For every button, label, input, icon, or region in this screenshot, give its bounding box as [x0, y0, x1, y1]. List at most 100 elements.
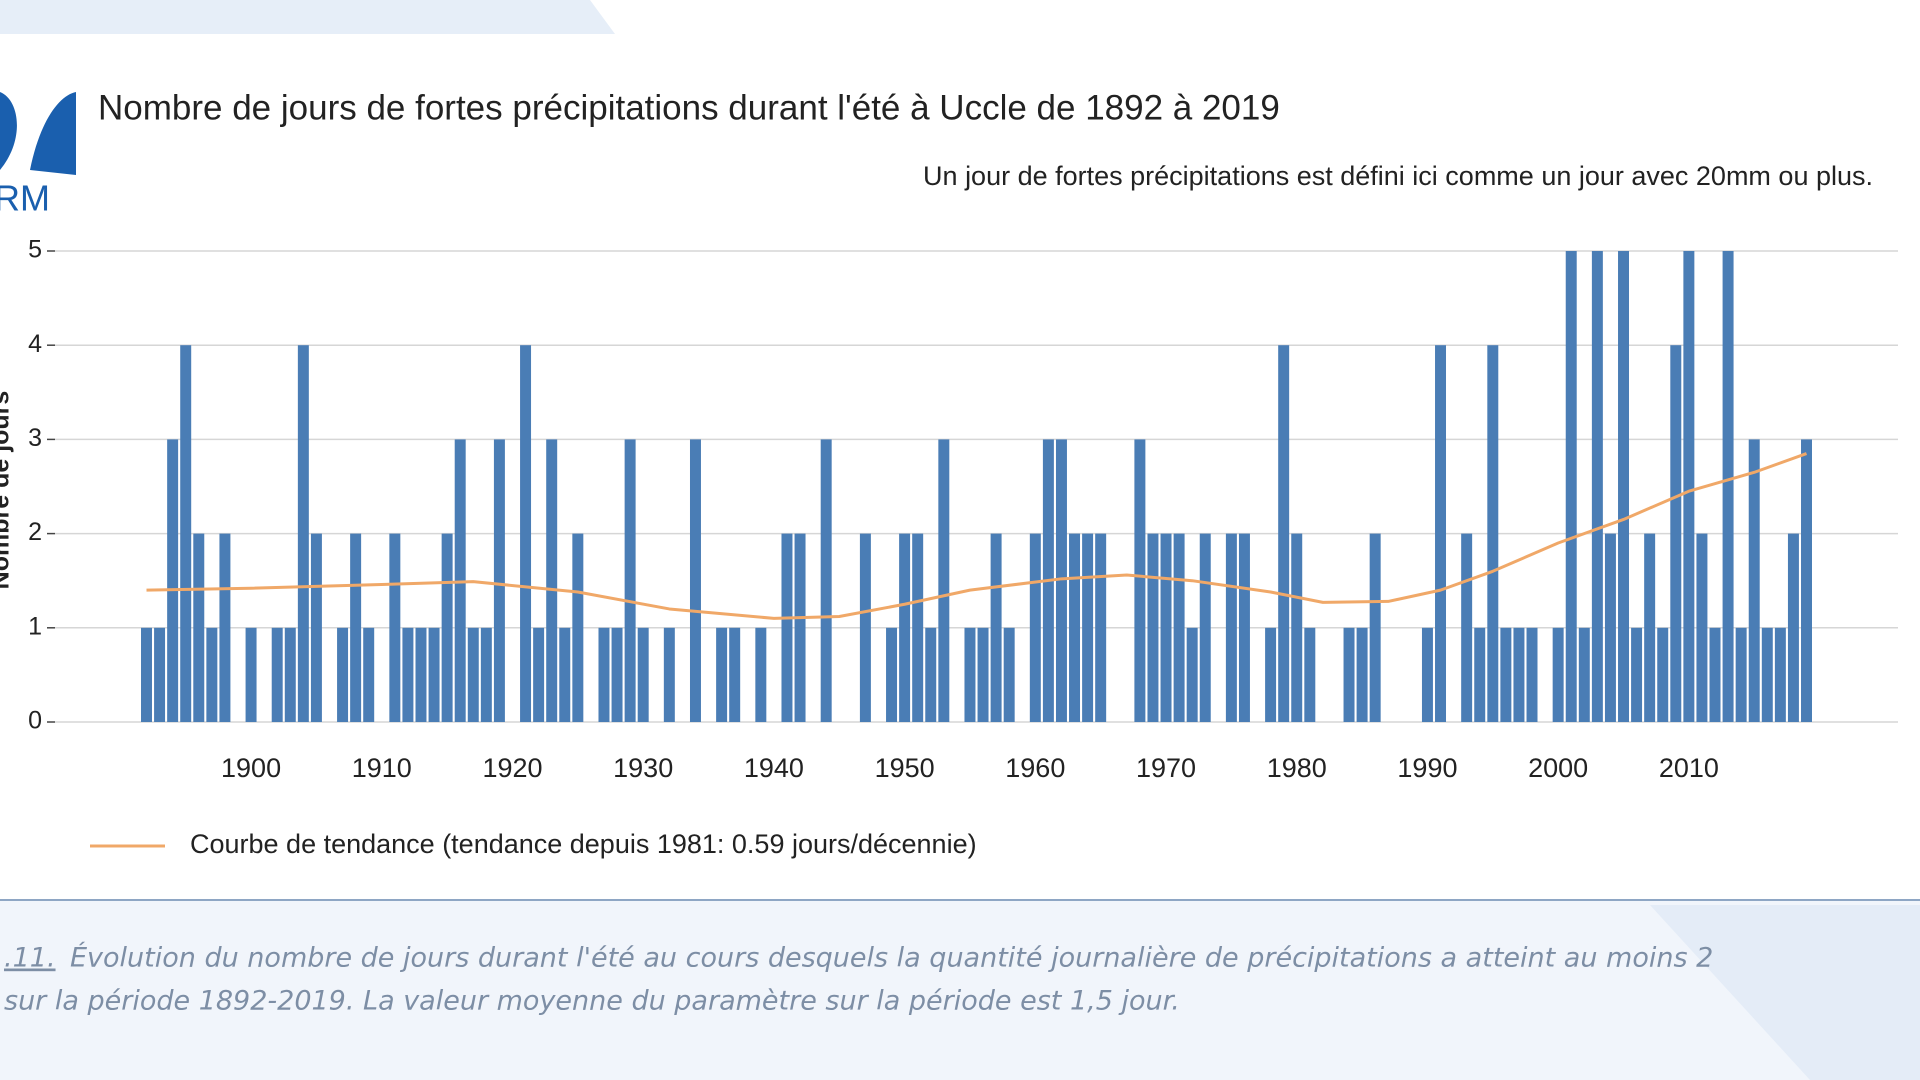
bar	[1435, 345, 1447, 722]
bar	[467, 627, 479, 722]
bar	[1291, 533, 1303, 722]
bar	[1657, 627, 1669, 722]
bar	[886, 627, 898, 722]
bar	[1526, 627, 1538, 722]
bar	[1199, 533, 1211, 722]
bar	[493, 439, 505, 722]
bar	[1265, 627, 1277, 722]
x-tick-label: 2000	[1528, 753, 1588, 783]
bar	[1304, 627, 1316, 722]
y-tick-label: 3	[28, 424, 42, 452]
bar	[1069, 533, 1081, 722]
bar	[729, 627, 741, 722]
bar	[1604, 533, 1616, 722]
bar	[1356, 627, 1368, 722]
bar	[1513, 627, 1525, 722]
bar	[167, 439, 179, 722]
bar	[912, 533, 924, 722]
bar	[755, 627, 767, 722]
bar	[1670, 345, 1682, 722]
bar	[572, 533, 584, 722]
bar	[1421, 627, 1433, 722]
bar	[1722, 251, 1734, 722]
bar	[1095, 533, 1107, 722]
bar	[297, 345, 309, 722]
bar	[938, 439, 950, 722]
caption-ref: .11.	[4, 943, 56, 974]
bar	[284, 627, 296, 722]
logo-text: RM	[0, 178, 50, 219]
x-tick-label: 1940	[744, 753, 804, 783]
bar	[1735, 627, 1747, 722]
bar	[1801, 439, 1812, 722]
bar	[1055, 439, 1067, 722]
bar	[624, 439, 636, 722]
x-tick-label: 1930	[613, 753, 673, 783]
bar	[350, 533, 362, 722]
bar	[1369, 533, 1381, 722]
y-tick-label: 4	[28, 330, 42, 358]
bar	[1709, 627, 1721, 722]
bar	[1618, 251, 1630, 722]
x-tick-label: 1920	[482, 753, 542, 783]
x-tick-label: 1910	[352, 753, 412, 783]
bar	[637, 627, 649, 722]
bar	[193, 533, 205, 722]
bar	[1748, 439, 1760, 722]
bar	[925, 627, 937, 722]
caption-line: sur la période 1892-2019. La valeur moye…	[4, 986, 1180, 1017]
bar	[1003, 627, 1015, 722]
bar	[1787, 533, 1799, 722]
bar	[663, 627, 675, 722]
y-tick-label: 0	[28, 707, 42, 735]
bar	[1343, 627, 1355, 722]
bar	[402, 627, 414, 722]
legend-label: Courbe de tendance (tendance depuis 1981…	[190, 829, 977, 859]
bar	[389, 533, 401, 722]
caption-line: Évolution du nombre de jours durant l'ét…	[70, 942, 1713, 974]
bar	[206, 627, 218, 722]
bar	[1225, 533, 1237, 722]
bar	[689, 439, 701, 722]
bar	[428, 627, 440, 722]
bar	[1186, 627, 1198, 722]
bar	[245, 627, 257, 722]
bar	[1644, 533, 1656, 722]
chart-subtitle: Un jour de fortes précipitations est déf…	[923, 161, 1873, 191]
x-tick-label: 2010	[1659, 753, 1719, 783]
bar	[1134, 439, 1146, 722]
bar	[1578, 627, 1590, 722]
bar	[716, 627, 728, 722]
bar	[1761, 627, 1773, 722]
bar	[1683, 251, 1695, 722]
bar	[1696, 533, 1708, 722]
bar	[1278, 345, 1290, 722]
bar	[1487, 345, 1499, 722]
logo-mark	[0, 92, 76, 175]
bar	[1500, 627, 1512, 722]
bar	[899, 533, 911, 722]
bar	[533, 627, 545, 722]
bar	[598, 627, 610, 722]
y-axis-label: Nombre de jours	[0, 391, 15, 590]
y-tick-label: 1	[28, 612, 42, 640]
bar	[310, 533, 322, 722]
bar	[1774, 627, 1786, 722]
bar	[977, 627, 989, 722]
bar	[859, 533, 871, 722]
bar	[794, 533, 806, 722]
y-tick-label: 2	[28, 518, 42, 546]
bar	[1461, 533, 1473, 722]
x-tick-label: 1970	[1136, 753, 1196, 783]
decor	[1650, 905, 1920, 1080]
x-tick-label: 1990	[1397, 753, 1457, 783]
y-tick-label: 5	[28, 236, 42, 264]
bar	[219, 533, 231, 722]
bar	[1591, 251, 1603, 722]
bar	[990, 533, 1002, 722]
bar	[820, 439, 832, 722]
chart-title: Nombre de jours de fortes précipitations…	[98, 88, 1280, 127]
bar	[1474, 627, 1486, 722]
